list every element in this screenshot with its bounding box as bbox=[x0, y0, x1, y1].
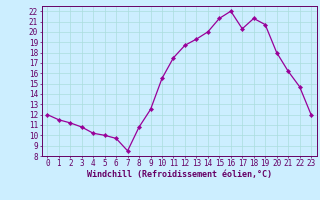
X-axis label: Windchill (Refroidissement éolien,°C): Windchill (Refroidissement éolien,°C) bbox=[87, 170, 272, 179]
